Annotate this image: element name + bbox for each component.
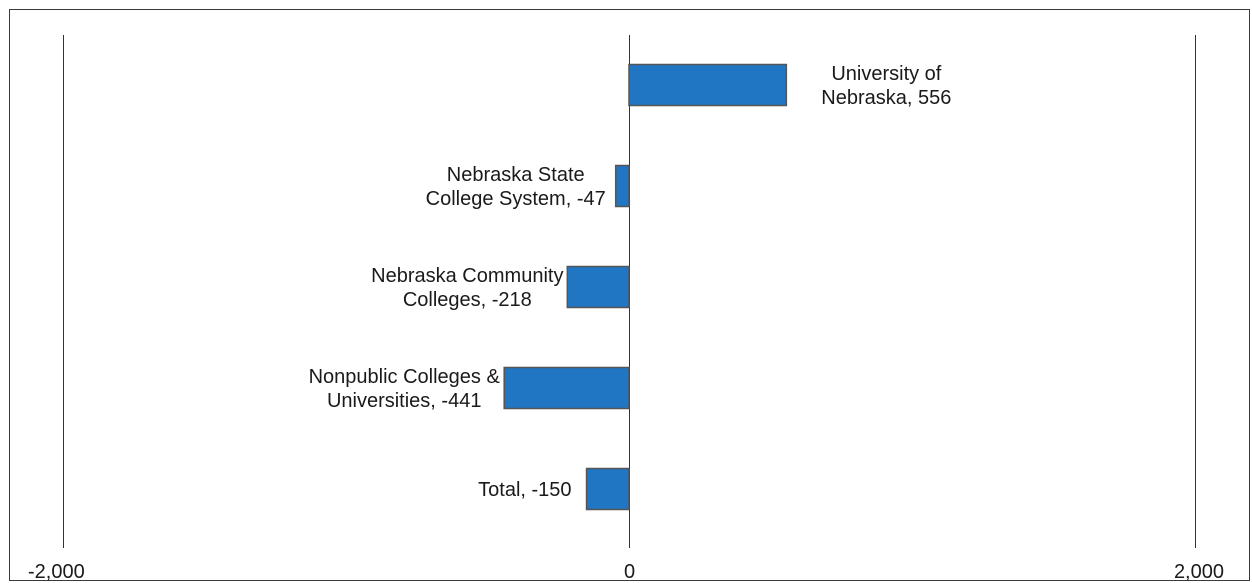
data-label: University of Nebraska, 556 — [821, 63, 951, 109]
x-tick-label: -2,000 — [28, 561, 85, 583]
data-label: Nebraska State College System, -47 — [426, 164, 606, 210]
bar — [503, 366, 630, 410]
x-tick-label: 2,000 — [1174, 561, 1224, 583]
bar — [585, 467, 630, 511]
data-label: Nonpublic Colleges & Universities, -441 — [309, 366, 501, 412]
bar — [566, 265, 630, 309]
bar — [614, 164, 630, 208]
data-labels: University of Nebraska, 556 Nebraska State… — [309, 63, 952, 501]
data-label: Total, -150 — [478, 479, 571, 501]
bars — [503, 63, 788, 511]
bar — [628, 63, 788, 107]
x-tick-labels: -2,000 0 2,000 — [28, 561, 1224, 583]
data-label: Nebraska Community Colleges, -218 — [371, 265, 563, 311]
chart-frame — [9, 9, 1250, 581]
x-tick-label: 0 — [624, 561, 635, 583]
